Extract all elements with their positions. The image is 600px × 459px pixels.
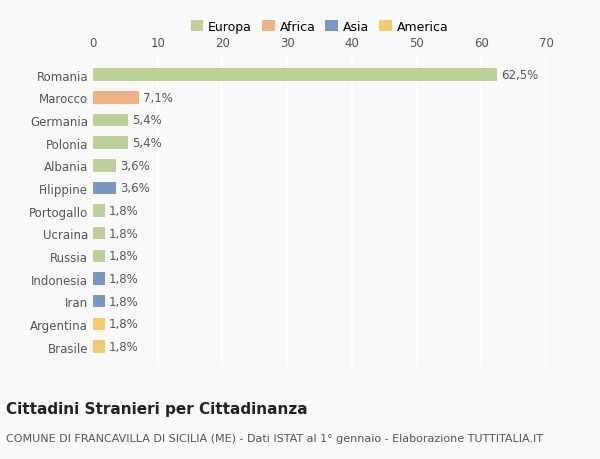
Text: 5,4%: 5,4% xyxy=(132,137,161,150)
Bar xyxy=(93,137,128,150)
Legend: Europa, Africa, Asia, America: Europa, Africa, Asia, America xyxy=(188,18,451,36)
Text: Cittadini Stranieri per Cittadinanza: Cittadini Stranieri per Cittadinanza xyxy=(6,401,308,416)
Bar xyxy=(93,182,116,195)
Text: 62,5%: 62,5% xyxy=(502,69,539,82)
Text: 1,8%: 1,8% xyxy=(109,205,138,218)
Bar xyxy=(93,205,104,218)
Text: 3,6%: 3,6% xyxy=(120,159,150,173)
Bar xyxy=(93,228,104,240)
Bar xyxy=(93,318,104,330)
Text: 1,8%: 1,8% xyxy=(109,318,138,330)
Text: 7,1%: 7,1% xyxy=(143,92,173,105)
Text: 5,4%: 5,4% xyxy=(132,114,161,127)
Bar xyxy=(93,295,104,308)
Text: COMUNE DI FRANCAVILLA DI SICILIA (ME) - Dati ISTAT al 1° gennaio - Elaborazione : COMUNE DI FRANCAVILLA DI SICILIA (ME) - … xyxy=(6,433,543,442)
Text: 1,8%: 1,8% xyxy=(109,273,138,285)
Bar xyxy=(93,92,139,104)
Bar xyxy=(93,273,104,285)
Text: 1,8%: 1,8% xyxy=(109,340,138,353)
Text: 1,8%: 1,8% xyxy=(109,250,138,263)
Bar xyxy=(93,250,104,263)
Text: 1,8%: 1,8% xyxy=(109,295,138,308)
Bar xyxy=(93,69,497,82)
Text: 1,8%: 1,8% xyxy=(109,227,138,240)
Bar xyxy=(93,114,128,127)
Text: 3,6%: 3,6% xyxy=(120,182,150,195)
Bar xyxy=(93,160,116,172)
Bar xyxy=(93,341,104,353)
